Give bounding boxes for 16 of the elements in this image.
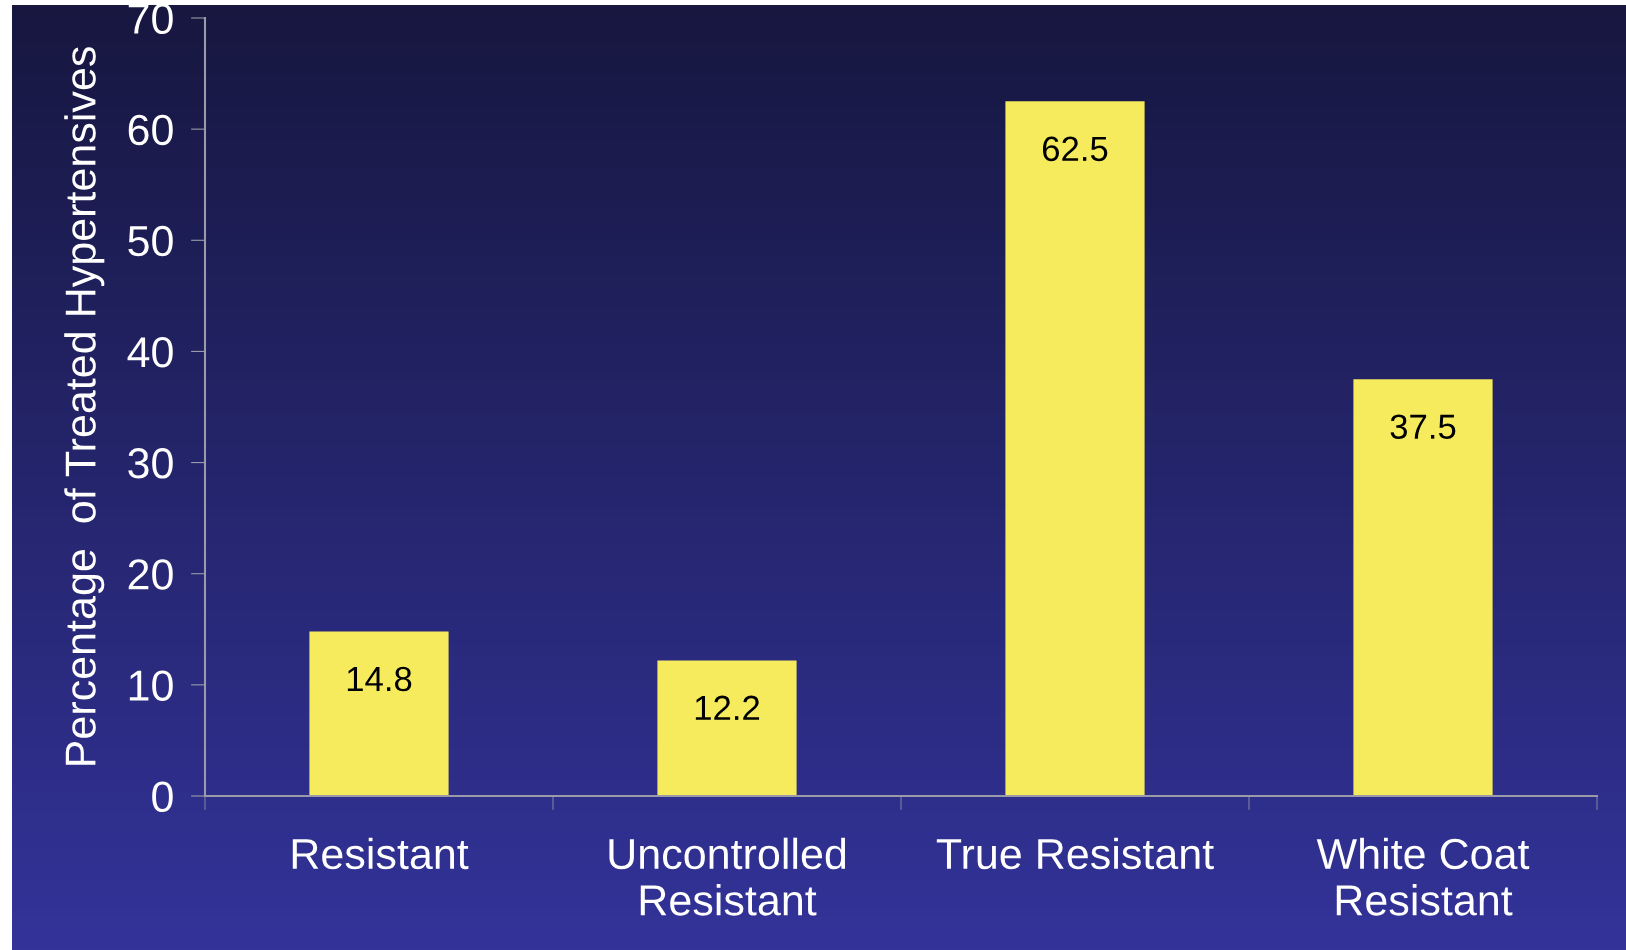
x-tick-label: White Coat Resistant (1316, 837, 1530, 916)
y-axis-title: Percentage of Treated Hypertensives (64, 47, 105, 765)
y-tick-label: 20 (128, 559, 173, 590)
x-tick-label: Resistant (292, 837, 469, 870)
y-tick-label: 10 (129, 670, 173, 701)
data-label: 14.8 (347, 666, 412, 692)
y-tick-label: 60 (128, 114, 173, 146)
x-tick-label: True Resistant (936, 837, 1214, 870)
y-tick-label: 50 (128, 225, 173, 257)
data-label: 12.2 (695, 695, 760, 720)
y-tick-label: 0 (152, 781, 173, 813)
x-tick-label: Uncontrolled Resistant (609, 837, 846, 916)
y-tick-label: 30 (128, 448, 173, 479)
data-label: 37.5 (1390, 414, 1456, 440)
y-tick-label: 40 (127, 336, 173, 368)
data-label: 62.5 (1042, 136, 1108, 162)
